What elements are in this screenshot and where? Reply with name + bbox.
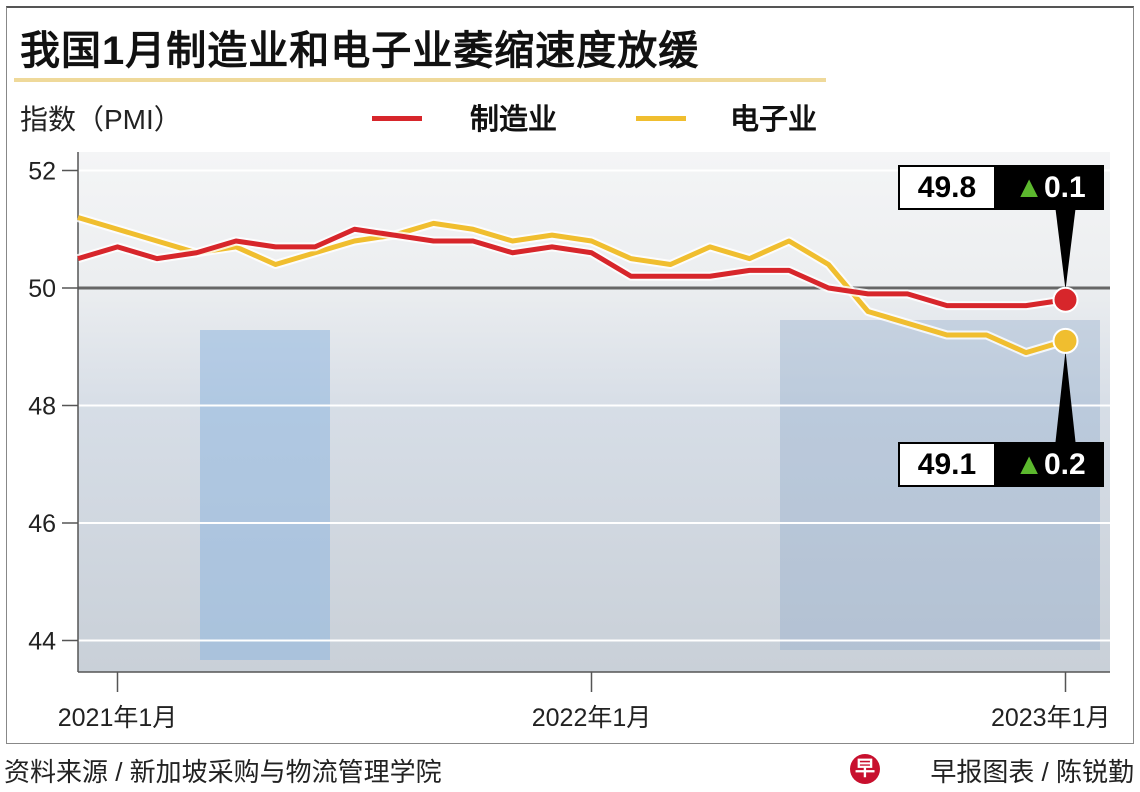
zaobao-logo: 早 (850, 754, 880, 784)
chart-frame (6, 6, 1134, 744)
callout-value-manufacturing: 49.8 (898, 165, 996, 210)
y-tick-label: 48 (28, 393, 56, 421)
x-tick-label: 2023年1月 (991, 704, 1111, 732)
callout-change-manufacturing: ▲0.1 (996, 165, 1104, 210)
y-tick-label: 46 (28, 510, 56, 538)
y-tick-label: 52 (28, 158, 56, 186)
legend-label-manufacturing: 制造业 (470, 104, 558, 136)
series-line-electronics (77, 215, 1067, 356)
legend-label-electronics: 电子业 (730, 104, 818, 136)
source-note: 资料来源 / 新加坡采购与物流管理学院 (4, 757, 442, 787)
y-axis-label: 指数（PMI） (20, 104, 182, 135)
callout-change-electronics: ▲0.2 (996, 442, 1104, 487)
chart-title: 我国1月制造业和电子业萎缩速度放缓 (20, 29, 700, 73)
credit-note: 早报图表 / 陈锐勤 (930, 757, 1134, 787)
callout-pointer (1055, 350, 1076, 442)
callout-value-electronics: 49.1 (898, 442, 996, 487)
photo-worker-shape (200, 330, 330, 660)
x-tick-label: 2022年1月 (532, 704, 652, 732)
legend-swatch-manufacturing (372, 116, 422, 121)
title-divider (14, 78, 826, 82)
series-line-manufacturing (77, 226, 1066, 309)
y-tick-label: 50 (28, 275, 56, 303)
endpoint-marker (1052, 327, 1079, 354)
legend-swatch-electronics (636, 116, 686, 121)
y-tick-label: 44 (28, 628, 56, 656)
x-tick-label: 2021年1月 (58, 704, 178, 732)
callout-pointer (1055, 209, 1076, 290)
endpoint-marker (1052, 286, 1079, 313)
